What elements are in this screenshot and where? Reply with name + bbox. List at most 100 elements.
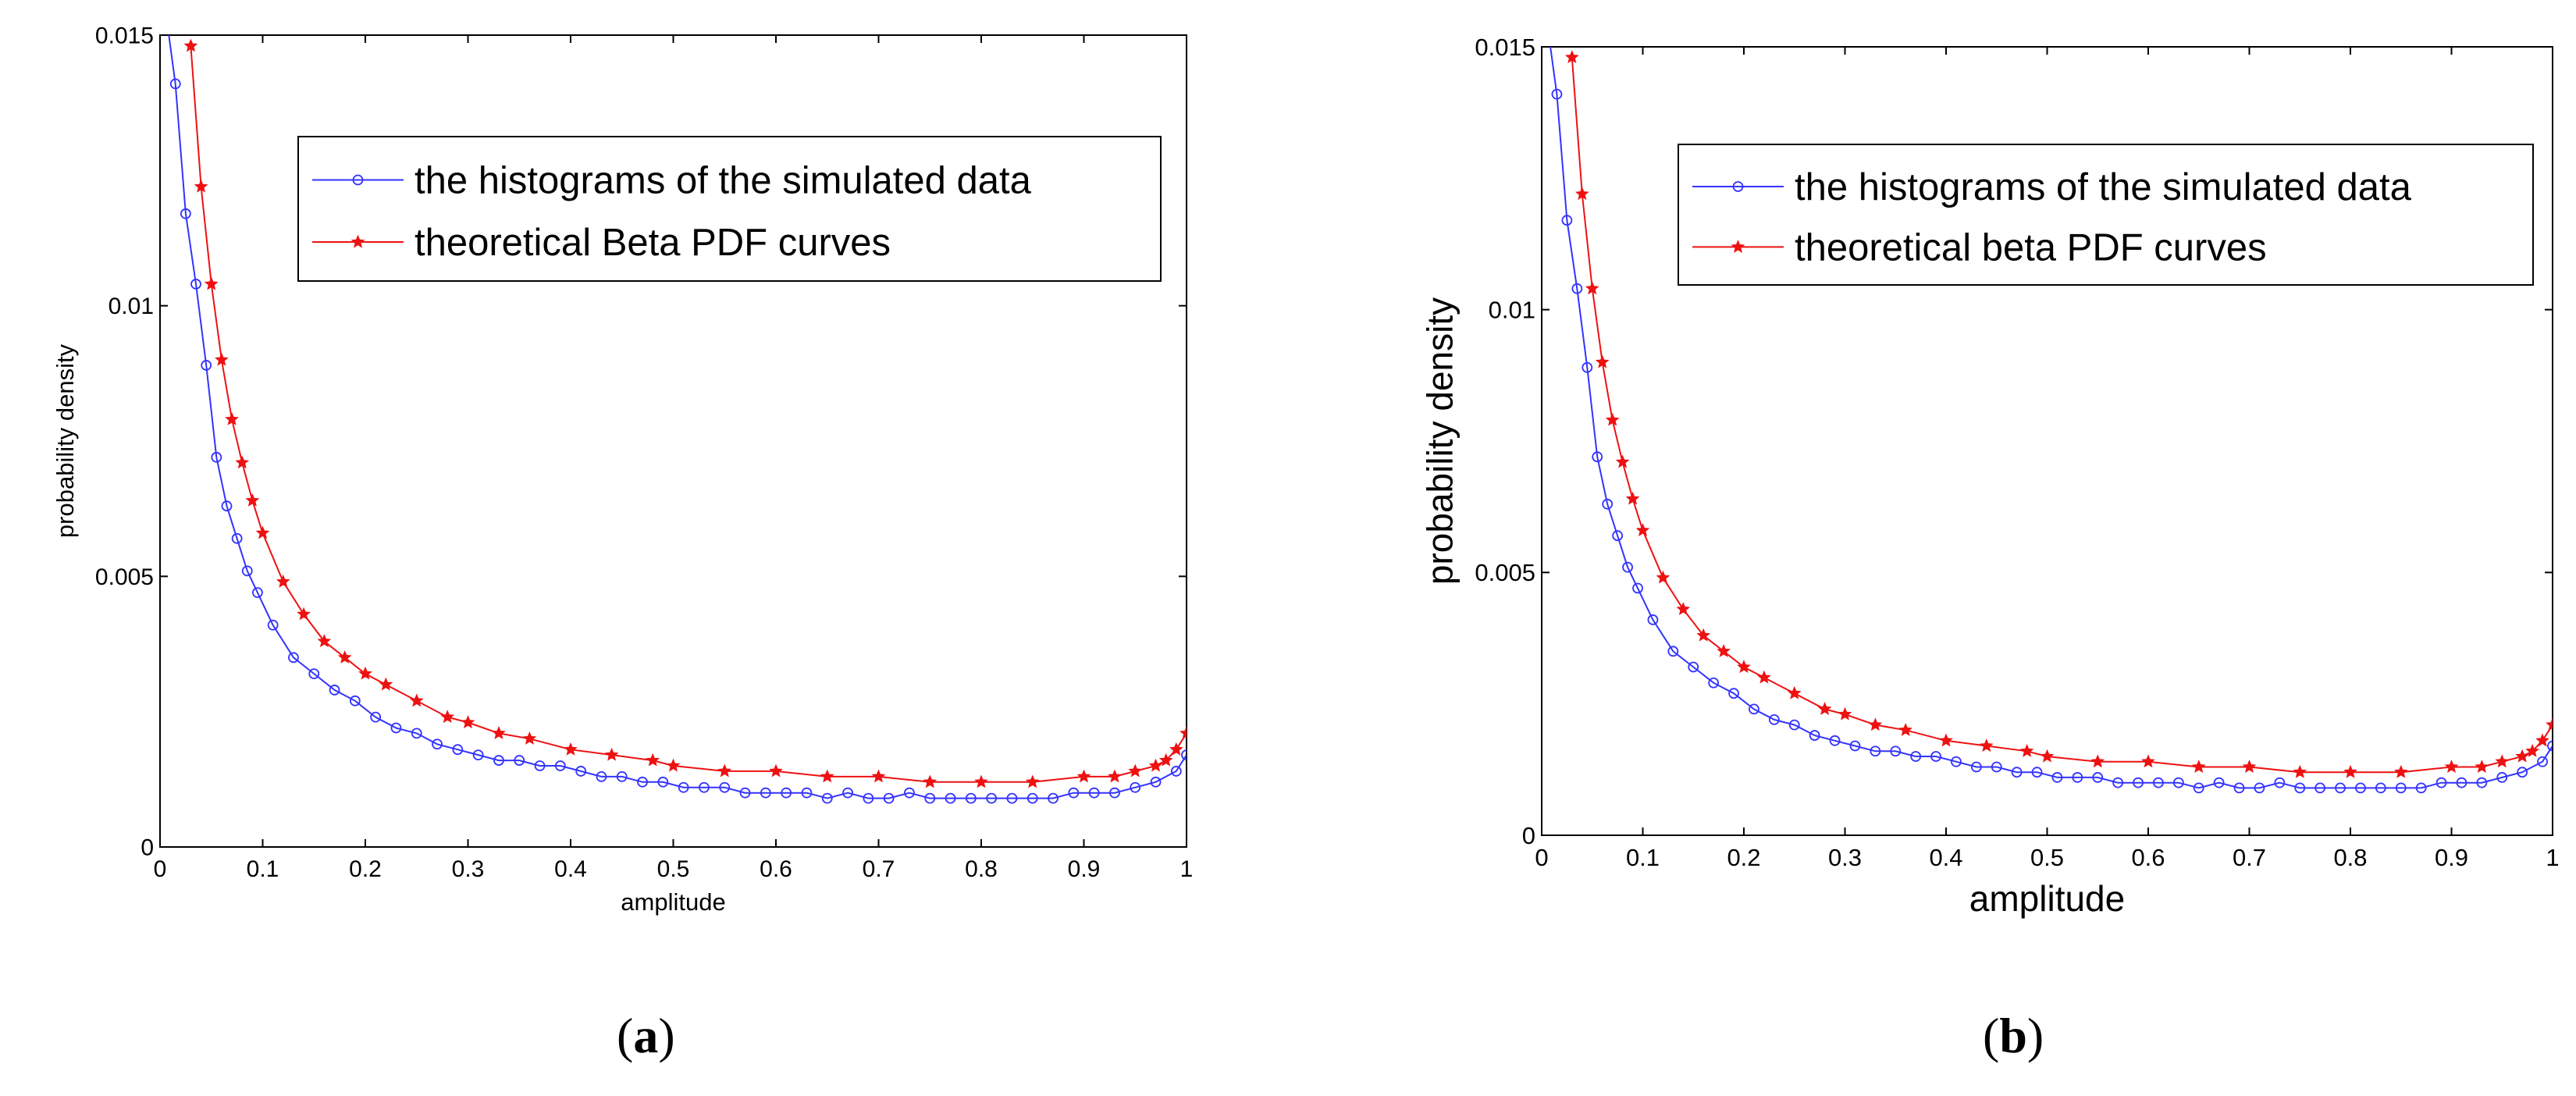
data-point [1635, 523, 1650, 536]
data-point [1595, 354, 1610, 368]
data-point [161, 3, 170, 12]
data-point [2435, 777, 2447, 788]
data-point [2172, 777, 2184, 788]
y-tick-label: 0.015 [95, 23, 154, 49]
data-point [1757, 670, 1771, 684]
data-point [1829, 735, 1841, 746]
series-theoretical [1564, 50, 2553, 778]
data-point [211, 451, 222, 463]
data-point [1130, 781, 1141, 793]
data-point [472, 749, 484, 761]
x-tick-label: 0 [1535, 844, 1548, 871]
data-point [1632, 582, 1643, 594]
x-tick-label: 0.4 [554, 856, 587, 882]
data-point [1076, 769, 1091, 783]
y-tick-label: 0.005 [95, 564, 154, 590]
data-point [945, 792, 956, 804]
data-point [1179, 726, 1187, 739]
data-point [2274, 777, 2286, 788]
data-point [1656, 570, 1670, 584]
data-point [276, 574, 290, 588]
data-point [1898, 722, 1913, 736]
x-tick-label: 0.2 [349, 856, 382, 882]
data-point [2475, 760, 2489, 773]
data-point [2090, 754, 2105, 768]
y-tick-label: 0 [1522, 822, 1535, 849]
data-point [2191, 760, 2206, 773]
data-point [575, 766, 587, 777]
data-point [1849, 740, 1861, 752]
caption-a: (a) [617, 1008, 675, 1063]
data-point [1688, 661, 1699, 673]
data-point [1561, 215, 1573, 226]
x-tick-label: 0.5 [2030, 844, 2064, 871]
data-point [2314, 782, 2326, 794]
legend-entry: theoretical beta PDF curves [1795, 227, 2267, 269]
data-point [2294, 782, 2306, 794]
x-tick-label: 0.5 [657, 856, 690, 882]
series-simulated [161, 3, 1187, 804]
caption-a-letter: a [633, 1008, 659, 1063]
data-point [2517, 767, 2528, 778]
data-point [461, 715, 475, 729]
y-tick-label: 0.01 [1489, 297, 1535, 324]
data-point [183, 38, 198, 52]
data-point [924, 792, 936, 804]
data-point [522, 731, 537, 745]
legend-entry: theoretical Beta PDF curves [415, 222, 891, 264]
y-tick-label: 0.015 [1475, 34, 1535, 61]
data-point [801, 787, 813, 799]
legend: the histograms of the simulated data theo… [297, 136, 1162, 282]
data-point [1622, 561, 1633, 573]
data-point [267, 619, 279, 631]
data-point [2343, 764, 2357, 778]
x-axis-label: amplitude [621, 888, 725, 916]
data-point [1708, 677, 1720, 689]
legend-marker [352, 174, 364, 186]
data-point [2393, 764, 2408, 778]
data-point [204, 276, 219, 290]
data-point [349, 695, 361, 706]
x-tick-label: 0.7 [2233, 844, 2266, 871]
data-point [1696, 628, 1711, 642]
data-point [2293, 764, 2307, 778]
data-point [1939, 733, 1953, 747]
data-point [965, 792, 977, 804]
data-point [201, 360, 212, 371]
data-point [1148, 758, 1163, 772]
x-tick-label: 0.6 [2131, 844, 2165, 871]
chart-a: 0 0.1 0.2 0.3 0.4 0.5 0.6 0.7 0.8 0.9 1 0 0.005 0.01 0… [52, 3, 1193, 916]
data-point [1170, 766, 1182, 777]
y-tick-label: 0.005 [1475, 559, 1535, 586]
data-point [883, 792, 895, 804]
data-point [1169, 742, 1183, 756]
data-point [221, 500, 233, 512]
data-point [190, 279, 201, 290]
legend-box [297, 136, 1162, 282]
data-point [2547, 740, 2553, 752]
data-point [440, 710, 455, 724]
data-point [370, 711, 382, 723]
data-point [2546, 717, 2553, 731]
x-tick-label: 0.9 [1068, 856, 1101, 882]
data-point [1602, 498, 1614, 510]
caption-b-letter: b [1999, 1008, 2027, 1063]
data-point [646, 753, 660, 767]
x-tick-label: 0 [154, 856, 167, 882]
chart-b: 0 0.1 0.2 0.3 0.4 0.5 0.6 0.7 0.8 0.9 1 0 0.005 0.01 0… [1419, 34, 2559, 919]
data-point [1612, 530, 1624, 542]
data-point [2525, 743, 2539, 757]
series-simulated [1550, 47, 2553, 794]
data-point [2141, 754, 2155, 768]
data-point [2193, 782, 2204, 794]
data-point [2112, 777, 2124, 788]
data-point [1026, 792, 1038, 804]
data-point [1564, 50, 1579, 63]
data-point [637, 776, 648, 788]
data-point [596, 770, 607, 782]
series-line [1550, 47, 2553, 789]
data-point [297, 607, 311, 621]
data-point [2415, 782, 2427, 794]
data-point [308, 668, 320, 680]
data-point [821, 792, 833, 804]
